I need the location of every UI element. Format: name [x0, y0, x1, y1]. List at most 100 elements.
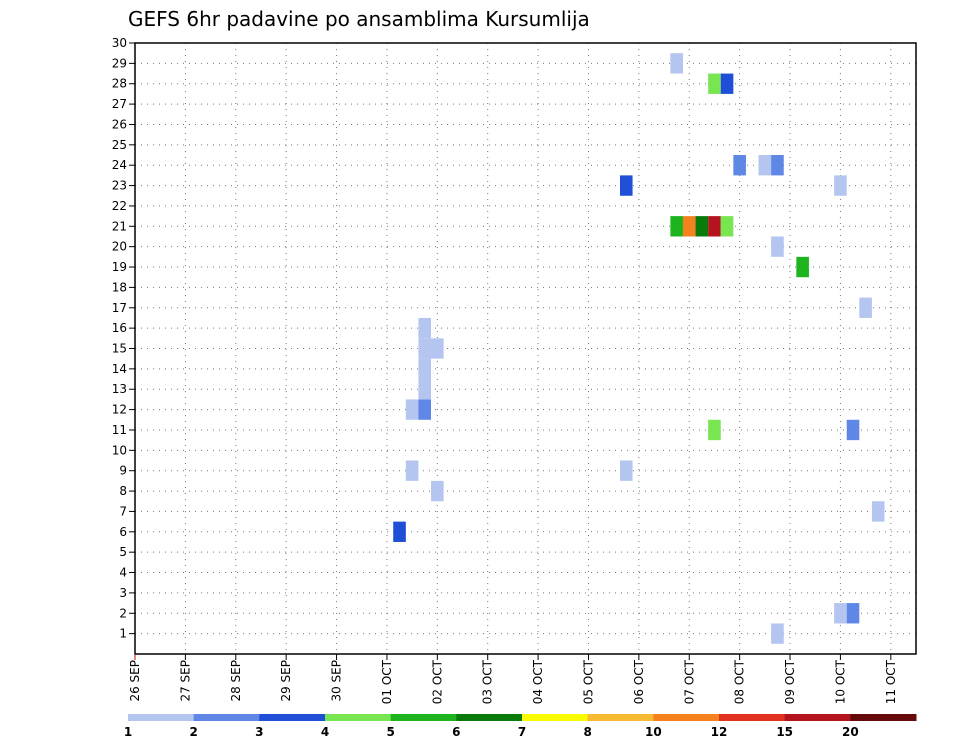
y-tick-label: 13 [112, 382, 127, 396]
x-tick-label: 07 OCT [682, 659, 696, 704]
colorbar-swatch [390, 714, 457, 721]
data-cell [695, 216, 709, 237]
x-tick-label: 05 OCT [581, 659, 595, 704]
data-cell [708, 73, 721, 94]
data-cell [431, 338, 444, 359]
grid-lines [135, 42, 916, 654]
x-tick-label: 30 SEP [330, 660, 344, 702]
y-tick-label: 19 [112, 260, 127, 274]
data-cell [418, 379, 432, 400]
data-cell [771, 155, 784, 176]
colorbar-swatch [784, 714, 851, 721]
data-cell [846, 603, 860, 624]
x-tick-label: 10 OCT [833, 659, 847, 704]
data-cell [720, 216, 734, 237]
data-cell [796, 256, 809, 278]
y-tick-label: 22 [112, 199, 127, 213]
x-tick-label: 08 OCT [733, 659, 747, 704]
data-cell [418, 358, 432, 380]
data-cell [834, 603, 847, 624]
y-tick-label: 29 [112, 56, 127, 70]
y-tick-label: 14 [112, 362, 127, 376]
colorbar-label: 1 [124, 725, 132, 739]
data-cell [418, 317, 432, 339]
chart-title: GEFS 6hr padavine po ansamblima Kursumli… [128, 7, 590, 31]
colorbar-label: 20 [842, 725, 859, 739]
x-tick-label: 28 SEP [229, 660, 243, 702]
y-tick-label: 8 [119, 484, 127, 498]
x-tick-label: 06 OCT [632, 659, 646, 704]
data-cell [405, 399, 419, 420]
y-tick-label: 18 [112, 280, 127, 294]
data-cell [834, 175, 847, 196]
data-cell [758, 155, 772, 176]
y-tick-label: 12 [112, 403, 127, 417]
data-cell [720, 73, 734, 94]
colorbar-label: 6 [452, 725, 460, 739]
data-cell [619, 460, 633, 481]
colorbar: 1 2 3 4 5 6 7 8 10 12 15 20 [124, 714, 917, 739]
y-tick-label: 9 [119, 464, 127, 478]
data-cell [771, 623, 784, 644]
colorbar-label: 2 [189, 725, 197, 739]
y-tick-label: 20 [112, 240, 127, 254]
data-cell [393, 521, 406, 542]
y-tick-label: 24 [112, 158, 127, 172]
y-tick-label: 7 [119, 504, 127, 518]
x-tick-label: 11 OCT [884, 659, 898, 704]
x-tick-label: 03 OCT [481, 659, 495, 704]
colorbar-swatch [653, 714, 720, 721]
x-tick-label: 09 OCT [783, 659, 797, 704]
x-tick-label: 26 SEP [128, 660, 142, 702]
data-cell [733, 155, 746, 176]
x-axis: 26 SEP 27 SEP 28 SEP 29 SEP 30 SEP 01 OCT 02 O… [128, 654, 898, 704]
colorbar-swatch [850, 714, 917, 721]
x-tick-label: 29 SEP [279, 660, 293, 702]
colorbar-swatch [719, 714, 786, 721]
y-tick-label: 27 [112, 97, 127, 111]
data-cell [418, 399, 432, 420]
y-tick-label: 5 [119, 545, 127, 559]
colorbar-swatch [456, 714, 523, 721]
colorbar-swatch [193, 714, 260, 721]
y-tick-label: 6 [119, 525, 127, 539]
data-cell [670, 53, 683, 74]
data-cell [871, 501, 885, 522]
colorbar-swatch [522, 714, 589, 721]
colorbar-label: 8 [583, 725, 591, 739]
y-tick-label: 30 [112, 36, 127, 50]
y-tick-label: 4 [119, 566, 127, 580]
y-tick-label: 2 [119, 606, 127, 620]
data-cells [393, 53, 885, 644]
data-cell [682, 216, 696, 237]
y-tick-label: 25 [112, 138, 127, 152]
colorbar-label: 4 [321, 725, 329, 739]
colorbar-label: 15 [776, 725, 793, 739]
colorbar-label: 10 [645, 725, 662, 739]
y-tick-label: 21 [112, 219, 127, 233]
y-tick-label: 17 [112, 301, 127, 315]
data-cell [405, 460, 419, 481]
y-tick-label: 3 [119, 586, 127, 600]
y-tick-label: 10 [112, 443, 127, 457]
data-cell [431, 480, 444, 502]
colorbar-swatch [587, 714, 654, 721]
y-tick-label: 28 [112, 77, 127, 91]
y-tick-label: 26 [112, 117, 127, 131]
colorbar-swatch [325, 714, 392, 721]
y-axis: 1234567891011121314151617181920212223242… [112, 36, 135, 641]
data-cell [708, 419, 721, 441]
data-cell [859, 297, 872, 318]
colorbar-label: 12 [711, 725, 728, 739]
colorbar-swatch [128, 714, 195, 721]
x-tick-label: 02 OCT [430, 659, 444, 704]
y-tick-label: 23 [112, 179, 127, 193]
colorbar-label: 5 [386, 725, 394, 739]
data-cell [418, 338, 432, 359]
x-tick-label: 27 SEP [178, 660, 192, 702]
x-tick-label: 04 OCT [531, 659, 545, 704]
data-cell [771, 236, 784, 257]
data-cell [708, 216, 721, 237]
colorbar-swatch [259, 714, 326, 721]
